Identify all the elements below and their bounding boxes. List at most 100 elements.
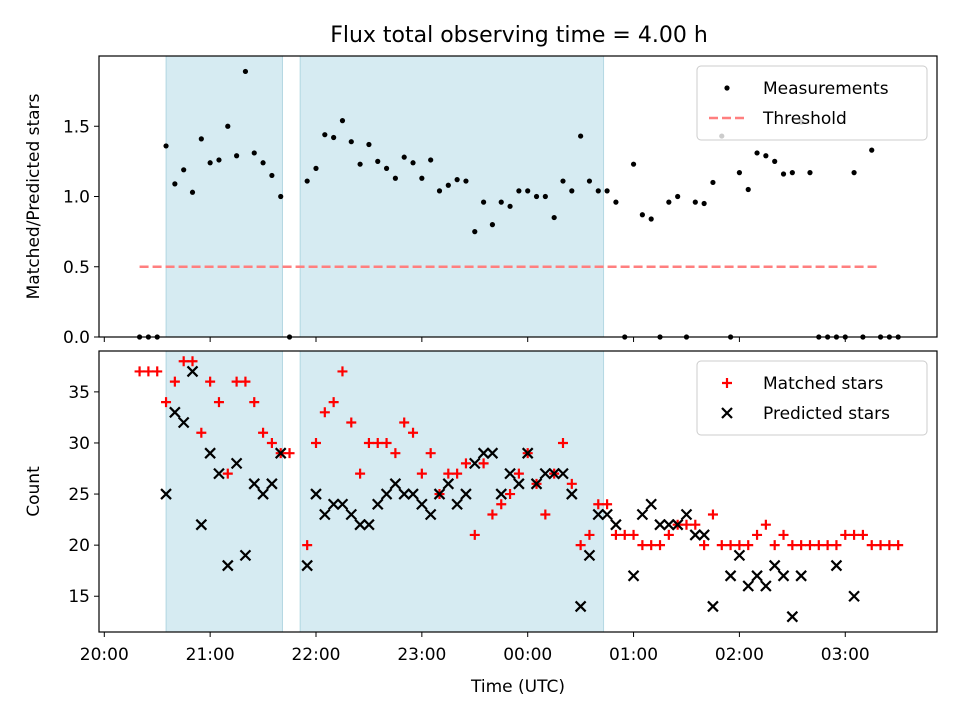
matched-point: [602, 499, 613, 510]
axes-frame: [98, 350, 938, 633]
matched-point: [222, 468, 233, 479]
measurement-point: [445, 182, 451, 188]
measurement-point: [419, 175, 425, 181]
predicted-point: [310, 488, 322, 500]
matched-point: [663, 529, 674, 540]
predicted-point: [274, 447, 287, 459]
matched-point: [266, 437, 277, 448]
predicted-point: [504, 467, 516, 480]
matched-point: [849, 529, 860, 540]
predicted-point: [169, 406, 181, 419]
measurement-point: [869, 147, 875, 153]
predicted-point: [486, 447, 499, 459]
y-tick-label: 1.5: [63, 117, 90, 137]
matched-point: [460, 458, 471, 469]
measurement-point: [569, 188, 575, 194]
predicted-point: [451, 498, 463, 511]
y-tick-label: 0.5: [63, 258, 90, 278]
measurement-point: [401, 154, 407, 160]
matched-point: [646, 540, 657, 551]
matched-point: [893, 540, 904, 551]
predicted-point: [733, 549, 746, 562]
measurement-point: [260, 160, 266, 166]
matched-point: [699, 540, 710, 551]
matched-point: [804, 540, 815, 551]
measurement-point: [648, 216, 654, 222]
matched-point: [452, 468, 463, 479]
matched-point: [161, 397, 172, 408]
measurement-point: [428, 157, 434, 163]
matched-point: [478, 458, 489, 469]
matched-point: [796, 540, 807, 551]
matched-point: [566, 478, 577, 489]
matched-point: [372, 437, 383, 448]
matched-point: [540, 509, 551, 520]
matched-point: [178, 356, 189, 367]
x-tick-label: 03:00: [821, 645, 870, 665]
matched-point: [425, 448, 436, 459]
measurement-point: [560, 178, 566, 184]
shaded-interval: [165, 55, 283, 338]
measurement-point: [551, 214, 557, 221]
matched-point: [610, 529, 621, 540]
measurement-point: [763, 153, 769, 159]
predicted-point: [557, 467, 569, 480]
predicted-point: [645, 498, 657, 511]
matched-point: [884, 540, 895, 551]
predicted-point: [301, 559, 313, 572]
y-tick-label: 0.0: [63, 328, 90, 348]
predicted-point: [248, 478, 261, 490]
measurement-point: [189, 189, 196, 195]
matched-point: [557, 437, 568, 448]
predicted-point: [539, 467, 552, 480]
measurement-point: [586, 178, 593, 184]
matched-point: [408, 427, 419, 438]
measurement-point: [225, 123, 231, 129]
y-tick-label: 35: [68, 383, 90, 403]
matched-point: [866, 540, 877, 551]
matched-point: [134, 366, 145, 377]
measurement-point: [736, 170, 743, 176]
legend-label: Threshold: [762, 109, 847, 129]
matched-point: [487, 509, 498, 520]
matched-point: [716, 540, 727, 551]
matched-point: [152, 366, 163, 377]
measurement-point: [181, 167, 187, 173]
measurement-point: [313, 165, 319, 171]
predicted-point: [160, 488, 172, 500]
matched-point: [363, 437, 374, 448]
predicted-point: [336, 498, 349, 511]
measurement-point: [392, 175, 398, 181]
measurement-point: [251, 150, 257, 156]
matched-point: [505, 489, 516, 500]
x-tick-label: 02:00: [715, 645, 764, 665]
predicted-point: [204, 447, 216, 459]
measurement-point: [366, 141, 372, 148]
matched-point: [690, 519, 701, 530]
predicted-point: [398, 488, 410, 500]
measurement-point: [595, 188, 601, 194]
x-tick-label: 22:00: [291, 645, 340, 665]
matched-point: [355, 468, 366, 479]
matched-point: [840, 529, 851, 540]
measurement-point: [745, 186, 751, 193]
predicted-point: [574, 600, 587, 613]
matched-point: [381, 437, 392, 448]
measurement-point: [533, 193, 540, 200]
measurement-point: [807, 170, 813, 176]
matched-point: [655, 540, 666, 551]
legend-box: [696, 360, 928, 436]
measurement-point: [851, 170, 857, 176]
predicted-point: [698, 529, 710, 541]
matched-point: [778, 529, 789, 540]
measurement-point: [322, 132, 328, 138]
matched-point: [496, 499, 507, 510]
legend-marker: [724, 85, 730, 91]
predicted-point: [530, 478, 543, 490]
measurement-point: [710, 179, 716, 186]
measurement-point: [348, 139, 354, 145]
predicted-point: [751, 570, 763, 582]
matched-point: [187, 356, 198, 367]
matched-point: [628, 529, 639, 540]
measurement-point: [454, 177, 460, 183]
